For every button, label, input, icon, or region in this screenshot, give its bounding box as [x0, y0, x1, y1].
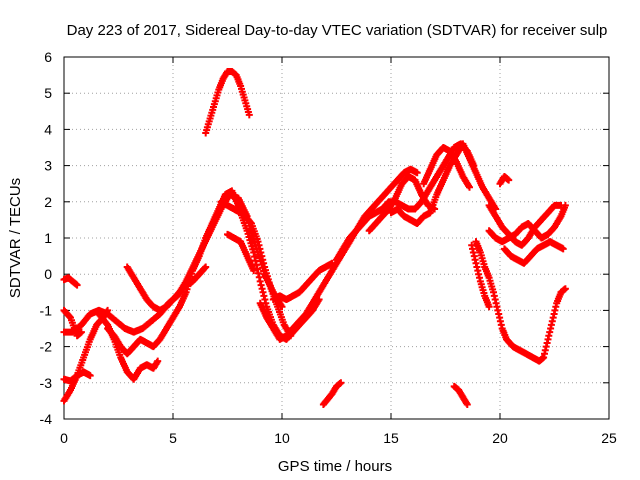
series-track-4 [60, 368, 94, 385]
series-track-24 [496, 173, 513, 188]
grid-lines [64, 57, 609, 419]
point-markers [269, 259, 336, 303]
y-tick-label: 0 [44, 266, 52, 282]
point-markers [420, 144, 473, 191]
y-tick-label: 6 [44, 49, 52, 65]
series-track-5 [60, 306, 85, 340]
series-track-20 [468, 241, 493, 311]
series-track-7 [123, 263, 210, 314]
point-markers [468, 241, 493, 311]
chart-title: Day 223 of 2017, Sidereal Day-to-day VTE… [67, 22, 608, 39]
y-ticks: -4 -3 -2 -1 0 1 2 3 4 5 6 [40, 49, 609, 427]
point-markers [472, 238, 569, 365]
point-markers [123, 263, 210, 314]
point-markers [319, 379, 345, 408]
series-track-16 [365, 173, 439, 235]
series-track-10 [224, 230, 258, 275]
x-tick-label: 15 [383, 430, 399, 446]
point-markers [60, 368, 94, 385]
point-markers [500, 238, 567, 267]
point-markers [485, 201, 565, 249]
point-markers [60, 274, 81, 289]
series-track-21 [472, 238, 569, 365]
x-tick-label: 5 [169, 430, 177, 446]
point-markers [496, 173, 513, 188]
series-track-18 [420, 144, 473, 191]
y-axis-label: SDTVAR / TECUs [7, 178, 24, 298]
series-track-13 [269, 259, 336, 303]
y-tick-label: -3 [40, 375, 53, 391]
x-tick-label: 20 [492, 430, 508, 446]
y-tick-label: 1 [44, 230, 52, 246]
point-markers [387, 140, 500, 227]
point-markers [365, 173, 439, 235]
series-track-8 [104, 187, 295, 358]
y-tick-label: -4 [40, 411, 53, 427]
series-track-23 [500, 238, 567, 267]
x-ticks: 0 5 10 15 20 25 [60, 57, 617, 446]
x-tick-label: 0 [60, 430, 68, 446]
x-tick-label: 25 [601, 430, 617, 446]
x-axis-label: GPS time / hours [278, 458, 392, 475]
series-track-17 [387, 140, 500, 227]
y-tick-label: 5 [44, 85, 52, 101]
point-markers [202, 68, 253, 137]
series-track-25 [485, 201, 565, 249]
y-tick-label: 2 [44, 194, 52, 210]
y-tick-label: 4 [44, 121, 52, 137]
series-track-14 [319, 379, 345, 408]
series-track-19 [450, 382, 471, 408]
y-tick-label: -2 [40, 339, 53, 355]
y-tick-label: -1 [40, 302, 53, 318]
point-markers [104, 187, 295, 358]
y-tick-label: 3 [44, 158, 52, 174]
x-tick-label: 10 [274, 430, 290, 446]
series-track-9 [202, 68, 253, 137]
data-series [60, 68, 569, 408]
series-track-1 [60, 274, 81, 289]
point-markers [224, 230, 258, 275]
point-markers [450, 382, 471, 408]
point-markers [60, 306, 85, 340]
